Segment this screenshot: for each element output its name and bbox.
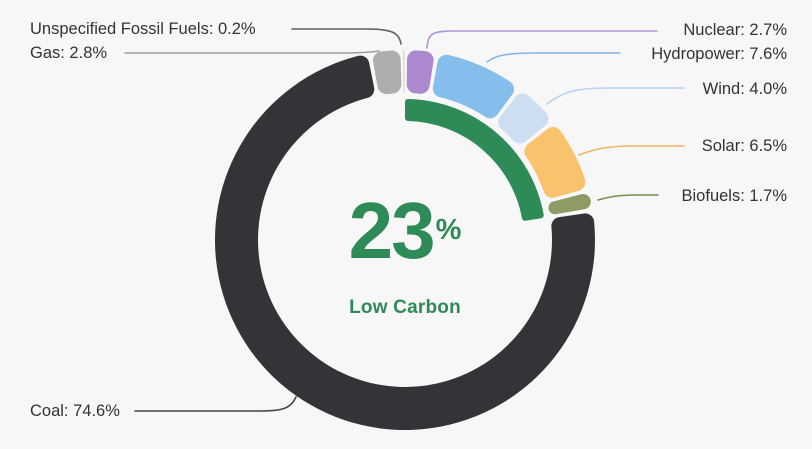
slice-solar[interactable] [524,126,586,198]
low-carbon-percentage: 23% [255,191,555,288]
percent-sign: % [435,214,462,246]
slice-hydropower[interactable] [432,54,515,119]
label-gas: Gas: 2.8% [30,44,108,62]
center-caption: 23% Low Carbon [255,191,555,319]
leader-wind [546,87,685,105]
label-solar: Solar: 6.5% [701,137,787,155]
low-carbon-arc [404,99,544,221]
slice-biofuels[interactable] [548,194,591,215]
leader-coal [134,396,297,412]
leader-hydropower [486,52,621,63]
slice-wind[interactable] [498,93,549,144]
low-carbon-value: 23 [348,186,436,275]
label-biofuels: Biofuels: 1.7% [681,187,787,205]
slice-gas[interactable] [373,50,402,95]
label-unspecified-fossil-fuels: Unspecified Fossil Fuels: 0.2% [30,20,256,38]
label-coal: Coal: 74.6% [30,402,120,420]
leader-gas [124,50,380,54]
leader-nuclear [426,30,658,49]
label-hydropower: Hydropower: 7.6% [651,45,787,63]
leader-biofuels [597,194,659,201]
low-carbon-label: Low Carbon [349,297,461,318]
label-wind: Wind: 4.0% [702,80,787,98]
label-nuclear: Nuclear: 2.7% [683,21,787,39]
leader-solar [578,145,685,156]
slice-unspecified-fossil-fuels[interactable] [403,49,405,94]
leader-unspecified-fossil-fuels [291,28,402,45]
slice-nuclear[interactable] [406,50,434,94]
